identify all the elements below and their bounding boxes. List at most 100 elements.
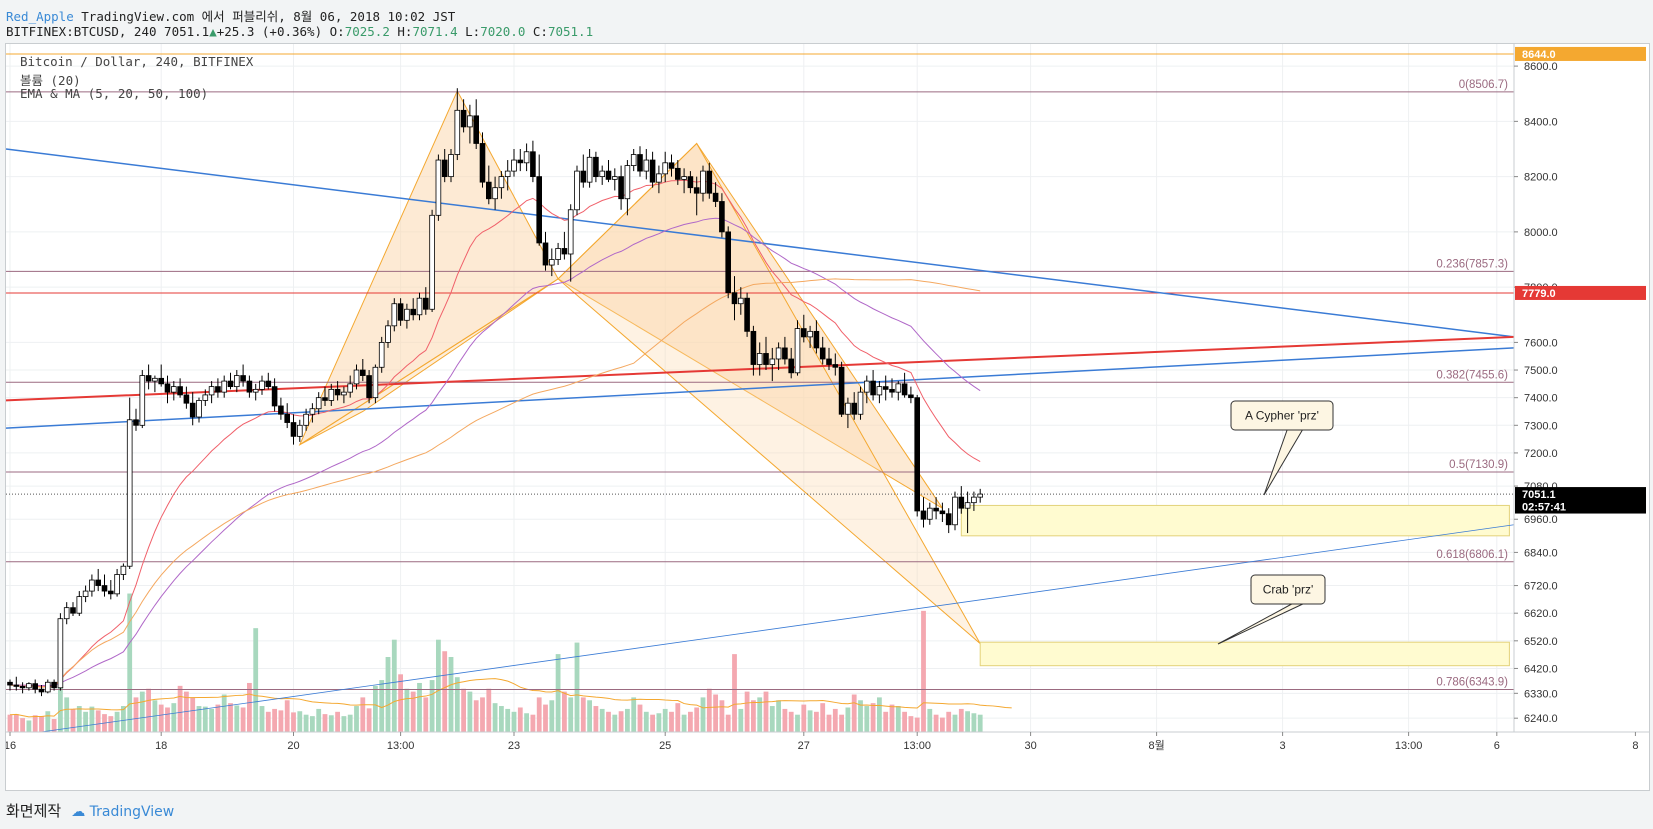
chart-frame[interactable]: 0(8506.7) 0.236(7857.3) 0.382(7455.6) 0.5(7… [5,43,1650,791]
volume-bar [908,716,914,732]
volume-bar [864,706,870,732]
price-tag-label: 7051.1 [1522,489,1556,501]
volume-bar [662,708,668,732]
volume-bar [404,688,410,732]
volume-bar [259,706,265,732]
volume-bar [303,714,309,732]
x-tick-label: 13:00 [1395,740,1423,752]
legend-ema[interactable]: EMA & MA (5, 20, 50, 100) [20,86,209,101]
close-value: 7051.1 [547,24,594,39]
volume-bar [51,719,57,732]
volume-bar [814,711,819,732]
y-tick-label: 8200.0 [1524,172,1558,184]
y-tick-label: 8400.0 [1524,116,1558,128]
candle-body [70,607,76,614]
candle-body [82,590,89,598]
candle-body [328,388,335,401]
candle-body [473,115,479,144]
legend-title[interactable]: Bitcoin / Dollar, 240, BITFINEX [20,54,254,69]
candle-body [744,297,750,332]
price-chart[interactable]: 0(8506.7) 0.236(7857.3) 0.382(7455.6) 0.5(7… [6,44,1649,790]
author-name[interactable]: Red_Apple [6,9,74,24]
open-value: 7025.2 [344,24,390,39]
volume-bar [297,711,303,732]
candle-body [334,388,341,396]
volume-bar [442,651,448,732]
volume-bar [751,700,756,732]
symbol-label: BITFINEX:BTCUSD, 240 [6,24,157,39]
candle-body [964,502,971,509]
volume-bar [744,691,750,732]
footer: 화면제작 ☁ TradingView [6,800,174,821]
candle-body [133,419,139,426]
volume-bar [486,688,492,732]
candle-body [826,358,832,365]
cypher-callout: A Cypher 'prz' [1230,400,1334,496]
candle-body [958,496,965,509]
candle-body [706,170,713,194]
candle-body [725,231,731,294]
candle-body [649,159,656,183]
volume-bar [952,714,958,732]
volume-bar [580,697,586,732]
candle-body [359,369,366,376]
volume-bar [719,700,725,732]
volume-bar [656,713,662,732]
volume-bar [555,654,561,732]
x-tick-label: 20 [287,740,299,752]
volume-bar [618,711,624,732]
candle-body [353,369,360,385]
cypher-prz-zone [960,504,1510,537]
volume-bar [247,682,252,732]
legend-volume[interactable]: 볼륨 (20) [20,73,81,88]
candle-body [756,353,763,365]
fib-label: 0.786(6343.9) [1436,676,1508,688]
tradingview-logo[interactable]: ☁ TradingView [71,804,175,820]
candle-body [643,159,650,172]
volume-bar [889,704,895,732]
candle-body [832,364,839,368]
volume-bar [20,718,25,732]
candle-body [801,328,807,338]
candle-body [750,330,757,365]
volume-bar [505,708,511,732]
volume-bar [511,711,517,732]
y-tick-label: 6240.0 [1524,713,1558,725]
candle-body [523,151,530,164]
candle-body [731,292,738,305]
volume-bar [776,700,781,732]
volume-bar [83,711,88,732]
volume-bar [517,707,523,732]
candle-body [927,507,933,520]
candle-body [794,328,801,374]
candle-body [914,397,920,512]
candle-body [422,297,429,310]
volume-bar [839,714,844,732]
candle-body [158,377,165,385]
candle-body [542,242,549,266]
fib-label: 0.236(7857.3) [1436,258,1508,270]
volume-bar [228,703,233,732]
volume-bar [423,697,429,732]
volume-bar [7,714,13,732]
volume-bar [366,708,372,732]
volume-bar [524,713,529,732]
crab-callout-text: Crab 'prz' [1263,583,1314,597]
volume-bar [606,711,611,732]
candle-body [164,383,171,393]
y-tick-label: 7500.0 [1524,365,1558,377]
candle-body [296,424,303,437]
candle-body [574,170,580,211]
candle-body [341,391,347,396]
annotations: A Cypher 'prz' Crab 'prz' [1217,400,1334,645]
volume-bar [599,708,605,732]
x-tick-label: 25 [659,740,671,752]
candle-body [624,165,631,200]
volume-bar [108,716,114,732]
candle-body [838,366,845,415]
candle-body [460,109,467,128]
volume-bar [335,711,340,732]
x-axis: 16182013:0023252713:00308월313:00681013:0… [6,731,1649,790]
candle-body [536,176,542,244]
volume-bar [177,685,183,732]
